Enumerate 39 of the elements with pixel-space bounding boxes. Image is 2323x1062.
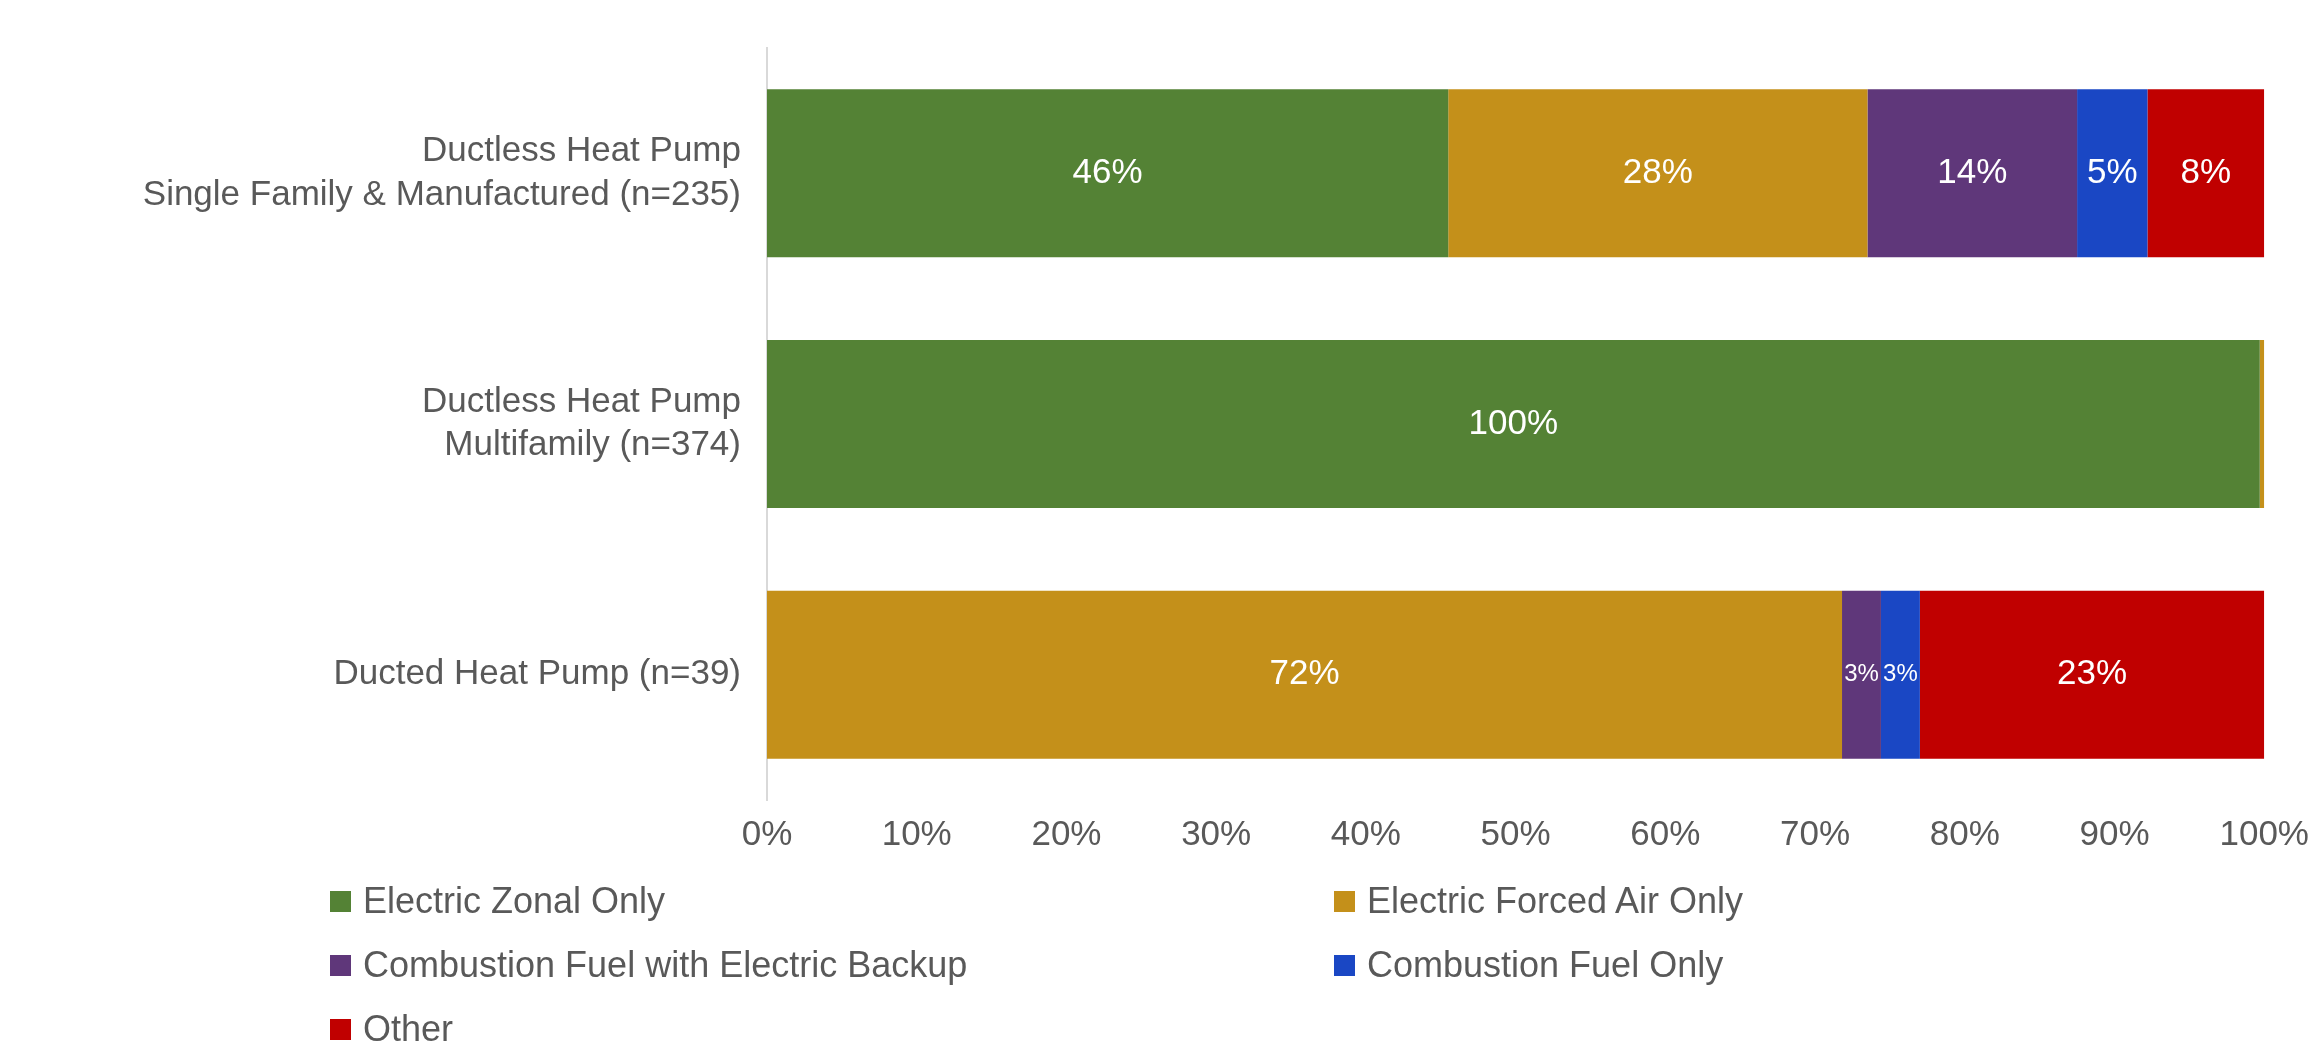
x-tick-label: 0% (741, 812, 793, 852)
data-label: 3% (1883, 659, 1918, 687)
bar (1919, 590, 2265, 759)
bar (767, 590, 1843, 759)
data-label: 100% (1468, 401, 1559, 441)
data-label: 28% (1622, 150, 1693, 190)
bar (1880, 590, 1920, 759)
bar (1448, 89, 1868, 258)
y-tick-label: Ducted Heat Pump (n=39) (333, 652, 741, 692)
x-tick-label: 100% (2219, 812, 2310, 852)
x-tick-label: 80% (1929, 812, 2000, 852)
legend-label: Combustion Fuel with Electric Backup (363, 944, 968, 986)
data-label: 46% (1072, 150, 1143, 190)
bar (2147, 89, 2265, 258)
x-tick-label: 90% (2079, 812, 2150, 852)
x-tick-label: 70% (1780, 812, 1851, 852)
data-label: 14% (1937, 150, 2008, 190)
bar (767, 89, 1449, 258)
legend-label: Other (363, 1008, 454, 1050)
data-label: 5% (2086, 150, 2138, 190)
bar (1842, 590, 1881, 759)
x-tick-label: 50% (1480, 812, 1551, 852)
bar (767, 339, 2260, 508)
data-label: 8% (2180, 150, 2232, 190)
data-label: 3% (1844, 659, 1879, 687)
x-tick-label: 40% (1330, 812, 1401, 852)
x-tick-label: 30% (1181, 812, 1252, 852)
bar (1867, 89, 2078, 258)
y-tick-label: Ductless Heat Pump Single Family & Manufactured (n=235) (142, 129, 741, 212)
data-label: 72% (1269, 652, 1340, 692)
x-tick-label: 10% (881, 812, 952, 852)
legend-label: Electric Zonal Only (363, 880, 666, 922)
legend-label: Electric Forced Air Only (1367, 880, 1744, 922)
legend-label: Combustion Fuel Only (1367, 944, 1724, 986)
x-tick-label: 60% (1630, 812, 1701, 852)
data-label: 23% (2057, 652, 2128, 692)
bar (2077, 89, 2148, 258)
x-tick-label: 20% (1031, 812, 1102, 852)
y-tick-label: Ductless Heat Pump Multifamily (n=374) (421, 379, 741, 463)
